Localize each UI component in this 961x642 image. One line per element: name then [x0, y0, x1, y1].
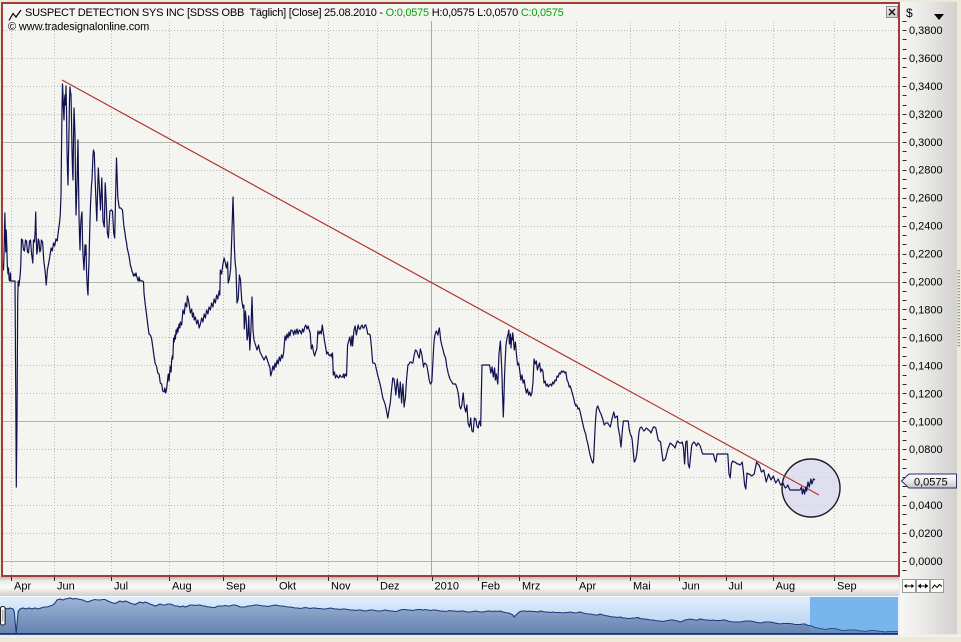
svg-text:0,0575: 0,0575: [914, 477, 948, 489]
svg-text:Feb: Feb: [481, 580, 500, 592]
svg-text:0,3600: 0,3600: [909, 53, 943, 65]
svg-text:0,2400: 0,2400: [909, 221, 943, 233]
svg-text:0,2000: 0,2000: [909, 277, 943, 289]
svg-text:Jun: Jun: [57, 580, 75, 592]
svg-text:Mrz: Mrz: [522, 580, 540, 592]
svg-text:2010: 2010: [435, 580, 459, 592]
svg-text:0,3800: 0,3800: [909, 25, 943, 37]
svg-text:Sep: Sep: [226, 580, 246, 592]
svg-text:0,0400: 0,0400: [909, 500, 943, 512]
svg-text:0,1000: 0,1000: [909, 416, 943, 428]
svg-text:Apr: Apr: [14, 580, 31, 592]
svg-text:0,2600: 0,2600: [909, 193, 943, 205]
svg-text:Aug: Aug: [776, 580, 796, 592]
svg-text:Jul: Jul: [729, 580, 743, 592]
svg-text:0,2800: 0,2800: [909, 165, 943, 177]
svg-text:0,3400: 0,3400: [909, 81, 943, 93]
svg-text:0,1800: 0,1800: [909, 305, 943, 317]
svg-text:Jun: Jun: [682, 580, 700, 592]
svg-text:0,1600: 0,1600: [909, 332, 943, 344]
svg-text:Apr: Apr: [579, 580, 596, 592]
svg-text:0,3200: 0,3200: [909, 109, 943, 121]
svg-text:0,3000: 0,3000: [909, 137, 943, 149]
svg-text:0,2200: 0,2200: [909, 249, 943, 261]
svg-text:Aug: Aug: [172, 580, 192, 592]
svg-text:0,0000: 0,0000: [909, 556, 943, 568]
svg-text:Sep: Sep: [837, 580, 857, 592]
svg-text:0,1400: 0,1400: [909, 360, 943, 372]
svg-text:0,1200: 0,1200: [909, 388, 943, 400]
svg-text:0,0200: 0,0200: [909, 528, 943, 540]
svg-text:Jul: Jul: [114, 580, 128, 592]
svg-text:Mai: Mai: [633, 580, 651, 592]
svg-text:Nov: Nov: [331, 580, 351, 592]
svg-text:0,0800: 0,0800: [909, 444, 943, 456]
svg-text:Okt: Okt: [279, 580, 296, 592]
svg-text:Dez: Dez: [380, 580, 400, 592]
